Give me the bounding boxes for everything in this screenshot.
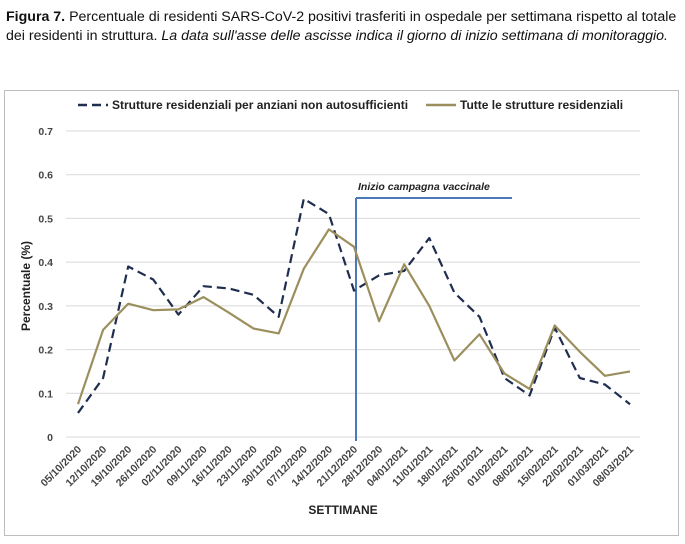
series-line-rsa (77, 197, 631, 414)
y-tick-label: 0.1 (38, 388, 53, 400)
y-tick-label: 0.5 (38, 213, 53, 225)
series-line-all (76, 228, 631, 405)
legend: Strutture residenziali per anziani non a… (78, 98, 623, 112)
y-axis-ticks: 0 0.1 0.2 0.3 0.4 0.5 0.6 0.7 (38, 126, 53, 444)
legend-entry: Strutture residenziali per anziani non a… (112, 98, 408, 112)
annotation-label: Inizio campagna vaccinale (358, 181, 490, 193)
figure-caption: Figura 7. Percentuale di residenti SARS-… (6, 8, 678, 45)
gridlines (66, 130, 640, 438)
y-tick-label: 0.7 (38, 126, 53, 138)
y-tick-label: 0 (47, 432, 53, 444)
figure-label: Figura 7. (6, 9, 66, 25)
y-axis-title: Percentuale (%) (19, 241, 33, 331)
caption-italic-note: La data sull'asse delle ascisse indica i… (161, 27, 669, 44)
x-axis: 05/10/202012/10/202019/10/202026/10/2020… (38, 444, 636, 490)
y-tick-label: 0.6 (38, 170, 53, 182)
series-lines (76, 197, 631, 414)
y-tick-label: 0.4 (38, 257, 53, 269)
x-axis-title: SETTIMANE (308, 503, 377, 517)
legend-entry: Tutte le strutture residenziali (460, 98, 623, 112)
caption-text: Percentuale di residenti SARS-CoV-2 posi… (6, 9, 677, 44)
y-tick-label: 0.3 (38, 301, 53, 313)
y-tick-label: 0.2 (38, 345, 53, 357)
chart-frame (4, 90, 679, 536)
vaccine-annotation: Inizio campagna vaccinale (355, 181, 512, 441)
